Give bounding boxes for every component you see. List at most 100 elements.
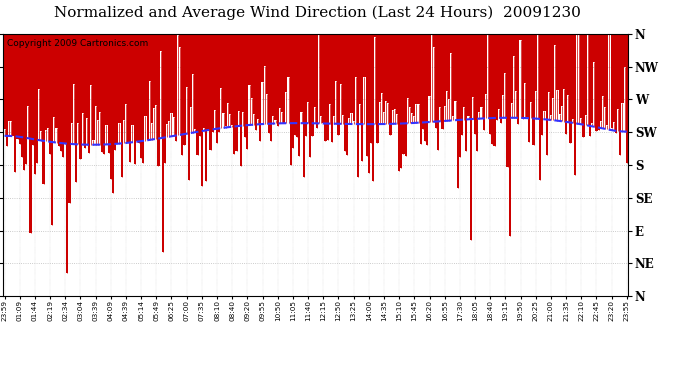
Bar — [383, 34, 385, 112]
Bar — [88, 34, 90, 153]
Bar — [591, 34, 593, 123]
Bar — [346, 34, 348, 155]
Bar — [168, 34, 170, 121]
Bar — [259, 34, 262, 141]
Bar — [23, 34, 25, 170]
Bar — [303, 34, 305, 177]
Bar — [470, 34, 472, 240]
Bar — [21, 34, 23, 157]
Bar — [210, 34, 212, 150]
Bar — [344, 34, 346, 151]
Bar — [34, 34, 36, 174]
Bar — [231, 34, 233, 126]
Bar — [283, 34, 286, 123]
Bar — [584, 34, 586, 115]
Bar — [428, 34, 431, 96]
Bar — [364, 34, 366, 77]
Bar — [6, 34, 8, 147]
Bar — [170, 34, 172, 112]
Bar — [17, 34, 19, 139]
Bar — [292, 34, 294, 148]
Bar — [146, 34, 149, 140]
Bar — [123, 34, 125, 120]
Bar — [463, 34, 465, 107]
Bar — [359, 34, 361, 104]
Bar — [172, 34, 175, 117]
Bar — [153, 34, 155, 108]
Bar — [199, 34, 201, 136]
Bar — [426, 34, 428, 146]
Bar — [270, 34, 273, 141]
Bar — [159, 34, 161, 51]
Bar — [43, 34, 45, 184]
Bar — [40, 34, 43, 131]
Bar — [266, 34, 268, 94]
Bar — [394, 34, 396, 110]
Bar — [435, 34, 437, 128]
Bar — [552, 34, 554, 98]
Bar — [353, 34, 355, 121]
Bar — [582, 34, 584, 137]
Bar — [207, 34, 210, 130]
Bar — [45, 34, 47, 130]
Bar — [604, 34, 607, 106]
Bar — [315, 34, 318, 128]
Bar — [489, 34, 491, 134]
Bar — [49, 34, 51, 154]
Bar — [66, 34, 68, 273]
Bar — [253, 34, 255, 114]
Bar — [184, 34, 186, 145]
Bar — [335, 34, 337, 81]
Bar — [36, 34, 38, 163]
Bar — [593, 34, 595, 62]
Bar — [142, 34, 144, 163]
Bar — [205, 34, 207, 181]
Bar — [281, 34, 283, 112]
Bar — [322, 34, 324, 123]
Bar — [504, 34, 506, 73]
Bar — [396, 34, 398, 114]
Bar — [218, 34, 220, 132]
Bar — [53, 34, 55, 117]
Bar — [455, 34, 457, 101]
Bar — [433, 34, 435, 47]
Bar — [108, 34, 110, 153]
Bar — [104, 34, 106, 154]
Bar — [400, 34, 402, 168]
Bar — [28, 34, 30, 105]
Bar — [220, 34, 222, 88]
Bar — [374, 34, 376, 38]
Bar — [474, 34, 476, 134]
Bar — [229, 34, 231, 114]
Bar — [286, 34, 288, 92]
Text: Copyright 2009 Cartronics.com: Copyright 2009 Cartronics.com — [7, 39, 148, 48]
Bar — [422, 34, 424, 129]
Bar — [589, 34, 591, 136]
Bar — [571, 34, 573, 119]
Bar — [398, 34, 400, 171]
Bar — [440, 34, 442, 107]
Bar — [195, 34, 197, 129]
Bar — [116, 34, 119, 144]
Bar — [79, 34, 81, 159]
Bar — [613, 34, 615, 122]
Bar — [257, 34, 259, 119]
Bar — [192, 34, 195, 74]
Bar — [101, 34, 104, 152]
Bar — [30, 34, 32, 233]
Bar — [179, 34, 181, 46]
Bar — [296, 34, 298, 137]
Bar — [444, 34, 446, 106]
Bar — [495, 34, 497, 120]
Bar — [497, 34, 500, 109]
Bar — [121, 34, 123, 177]
Bar — [73, 34, 75, 84]
Bar — [459, 34, 461, 157]
Bar — [181, 34, 184, 155]
Bar — [19, 34, 21, 144]
Bar — [391, 34, 394, 110]
Bar — [277, 34, 279, 126]
Bar — [385, 34, 387, 101]
Bar — [619, 34, 622, 155]
Bar — [288, 34, 290, 77]
